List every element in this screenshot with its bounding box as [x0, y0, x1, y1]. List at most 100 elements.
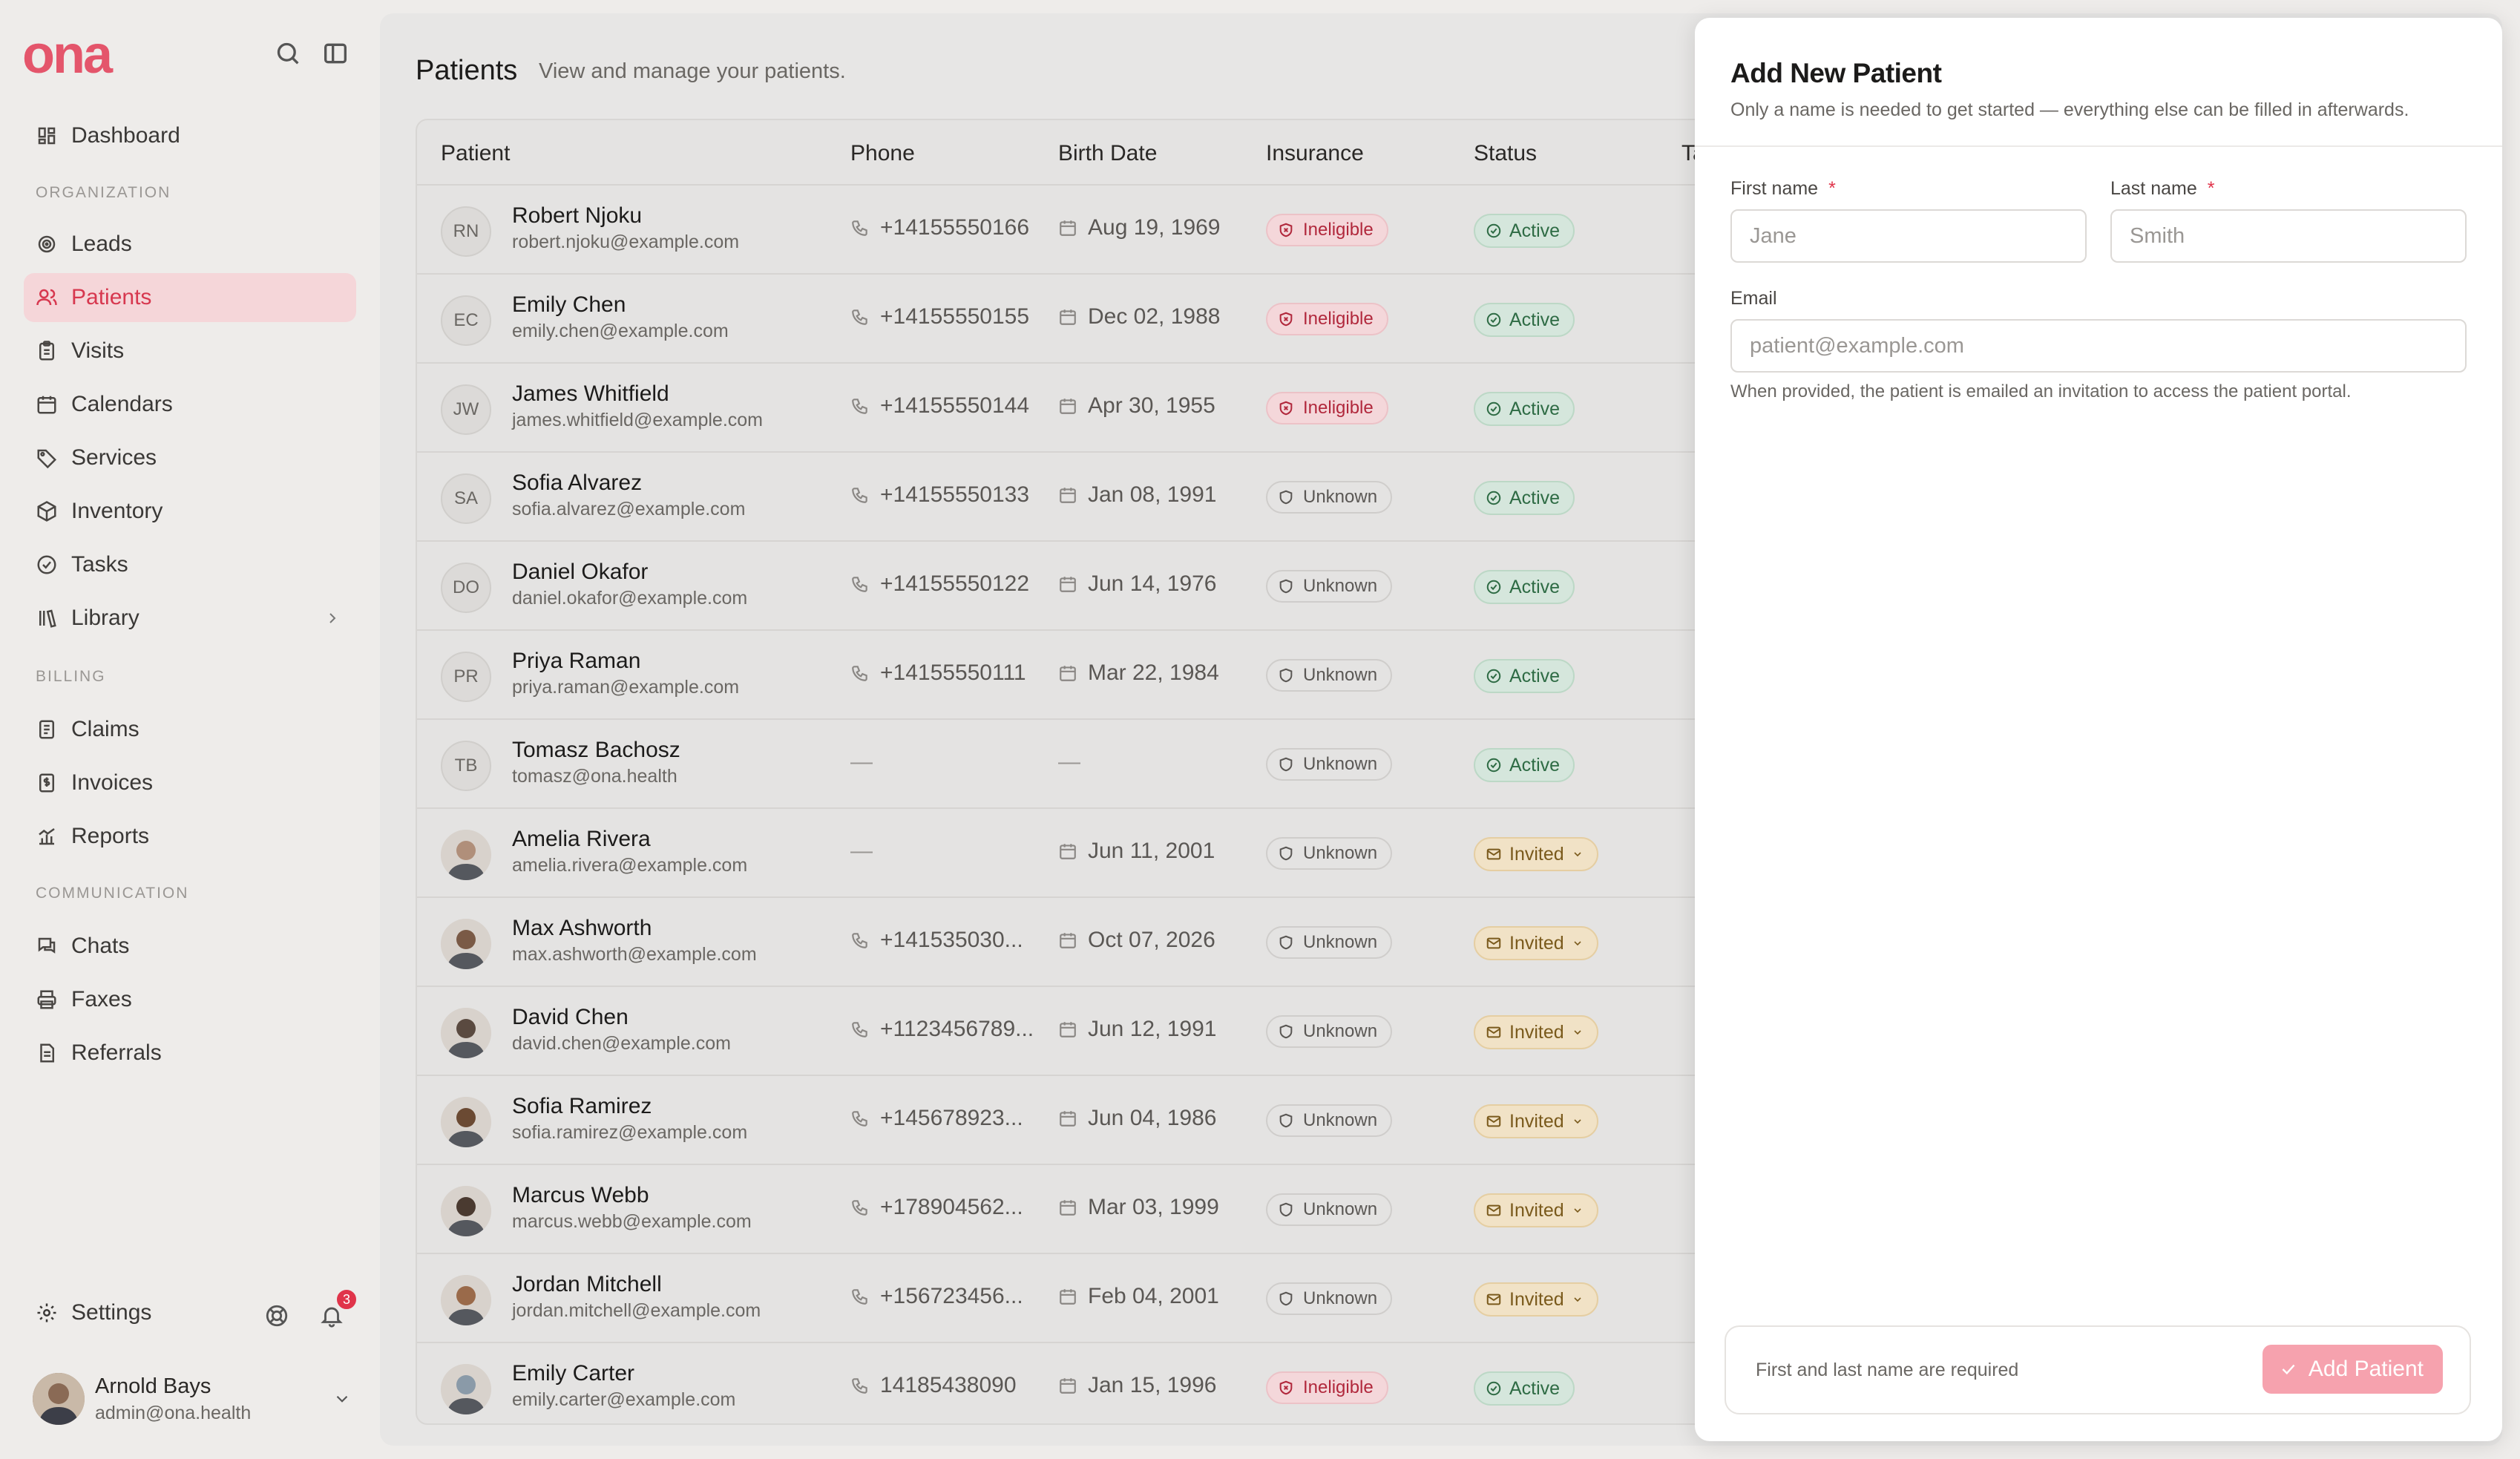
patient-name[interactable]: Marcus Webb [512, 1183, 649, 1207]
status-badge[interactable]: Active [1474, 481, 1575, 515]
app-logo[interactable]: ona [22, 25, 113, 85]
patient-name[interactable]: Daniel Okafor [512, 560, 649, 584]
insurance-badge[interactable]: Unknown [1266, 1104, 1393, 1137]
patient-name[interactable]: Sofia Ramirez [512, 1094, 652, 1118]
phone-cell[interactable]: +145678923... [850, 1106, 1023, 1131]
table-row[interactable]: EC Emily Chen emily.chen@example.com +14155… [417, 275, 2502, 364]
phone-cell[interactable]: +14155550144 [850, 393, 1029, 419]
insurance-badge[interactable]: Ineligible [1266, 303, 1388, 335]
table-row[interactable]: David Chen david.chen@example.com +1123456… [417, 987, 2502, 1076]
status-badge[interactable]: Invited [1474, 1104, 1598, 1138]
sidebar-item-inventory[interactable]: Inventory [24, 487, 356, 536]
bell-icon[interactable] [319, 1303, 344, 1328]
phone-cell[interactable]: +14155550155 [850, 304, 1029, 329]
sidebar-item-invoices[interactable]: Invoices [24, 758, 356, 807]
column-header-phone[interactable]: Phone [850, 141, 915, 165]
insurance-badge[interactable]: Ineligible [1266, 1371, 1388, 1404]
sidebar-item-chats[interactable]: Chats [24, 922, 356, 971]
phone-number: +1123456789... [880, 1017, 1034, 1041]
status-badge[interactable]: Invited [1474, 837, 1598, 871]
status-badge[interactable]: Active [1474, 214, 1575, 248]
table-row[interactable]: TB Tomasz Bachosz tomasz@ona.health — — Unkno… [417, 720, 2502, 809]
sidebar-item-claims[interactable]: Claims [24, 705, 356, 754]
patient-name[interactable]: Jordan Mitchell [512, 1272, 662, 1296]
sidebar-item-patients[interactable]: Patients [24, 273, 356, 322]
insurance-badge[interactable]: Unknown [1266, 481, 1393, 514]
table-row[interactable]: RN Robert Njoku robert.njoku@example.com +1… [417, 186, 2502, 275]
insurance-badge[interactable]: Ineligible [1266, 214, 1388, 246]
patient-name[interactable]: Emily Chen [512, 292, 626, 317]
table-row[interactable]: Amelia Rivera amelia.rivera@example.com — J… [417, 809, 2502, 898]
insurance-badge[interactable]: Ineligible [1266, 392, 1388, 424]
sidebar-item-library[interactable]: Library [24, 594, 356, 643]
patient-name[interactable]: Priya Raman [512, 649, 641, 673]
sidebar-item-referrals[interactable]: Referrals [24, 1029, 356, 1078]
search-icon[interactable] [273, 39, 303, 68]
patient-name[interactable]: Sofia Alvarez [512, 471, 643, 495]
status-badge[interactable]: Active [1474, 392, 1575, 426]
insurance-badge[interactable]: Unknown [1266, 748, 1393, 781]
sidebar-item-services[interactable]: Services [24, 433, 356, 482]
sidebar-item-leads[interactable]: Leads [24, 220, 356, 269]
sidebar-item-tasks[interactable]: Tasks [24, 540, 356, 589]
insurance-badge[interactable]: Unknown [1266, 570, 1393, 603]
status-badge[interactable]: Invited [1474, 926, 1598, 960]
table-row[interactable]: Sofia Ramirez sofia.ramirez@example.com +1… [417, 1076, 2502, 1165]
patient-name[interactable]: Max Ashworth [512, 916, 652, 940]
phone-cell[interactable]: +14155550111 [850, 660, 1026, 686]
table-row[interactable]: Marcus Webb marcus.webb@example.com +17890… [417, 1165, 2502, 1254]
column-header-insurance[interactable]: Insurance [1266, 141, 1364, 165]
patient-name[interactable]: David Chen [512, 1005, 629, 1029]
patient-name[interactable]: Robert Njoku [512, 203, 643, 228]
insurance-badge[interactable]: Unknown [1266, 1193, 1393, 1226]
insurance-badge[interactable]: Unknown [1266, 837, 1393, 870]
first-name-field[interactable]: Jane [1730, 209, 2087, 263]
patient-name[interactable]: Tomasz Bachosz [512, 738, 680, 762]
sidebar-item-dashboard[interactable]: Dashboard [24, 111, 356, 160]
status-badge[interactable]: Active [1474, 659, 1575, 693]
column-header-birth-date[interactable]: Birth Date [1058, 141, 1158, 165]
status-badge[interactable]: Invited [1474, 1282, 1598, 1317]
status-badge[interactable]: Invited [1474, 1015, 1598, 1049]
patient-name[interactable]: Amelia Rivera [512, 827, 651, 851]
table-row[interactable]: SA Sofia Alvarez sofia.alvarez@example.com… [417, 453, 2502, 542]
table-row[interactable]: PR Priya Raman priya.raman@example.com +141… [417, 631, 2502, 720]
column-header-status[interactable]: Status [1474, 141, 1538, 165]
table-row[interactable]: Jordan Mitchell jordan.mitchell@example.c… [417, 1254, 2502, 1343]
status-badge[interactable]: Active [1474, 303, 1575, 337]
user-menu[interactable]: Arnold Bays admin@ona.health [33, 1373, 352, 1426]
last-name-field[interactable]: Smith [2110, 209, 2467, 263]
email-field[interactable]: patient@example.com [1730, 319, 2467, 373]
phone-cell[interactable]: 14185438090 [850, 1373, 1017, 1398]
table-row[interactable]: Emily Carter emily.carter@example.com 1418… [417, 1343, 2502, 1423]
insurance-badge[interactable]: Unknown [1266, 1015, 1393, 1048]
sidebar-toggle-icon[interactable] [321, 39, 350, 68]
phone-cell[interactable]: +14155550122 [850, 571, 1029, 597]
table-row[interactable]: DO Daniel Okafor daniel.okafor@example.com… [417, 542, 2502, 631]
sidebar-item-settings[interactable]: Settings [36, 1300, 151, 1325]
sidebar-item-reports[interactable]: Reports [24, 812, 356, 861]
sidebar-item-calendars[interactable]: Calendars [24, 380, 356, 429]
patient-name[interactable]: Emily Carter [512, 1361, 635, 1386]
phone-cell[interactable]: +1123456789... [850, 1017, 1034, 1042]
insurance-badge[interactable]: Unknown [1266, 926, 1393, 959]
phone-cell[interactable]: +178904562... [850, 1195, 1023, 1220]
status-badge[interactable]: Active [1474, 570, 1575, 604]
table-row[interactable]: JW James Whitfield james.whitfield@example… [417, 364, 2502, 453]
insurance-badge[interactable]: Unknown [1266, 1282, 1393, 1315]
status-badge[interactable]: Active [1474, 1371, 1575, 1406]
insurance-badge[interactable]: Unknown [1266, 659, 1393, 692]
phone-cell[interactable]: +156723456... [850, 1284, 1023, 1309]
status-badge[interactable]: Active [1474, 748, 1575, 782]
phone-cell[interactable]: +14155550166 [850, 215, 1029, 240]
add-patient-button[interactable]: Add Patient [2262, 1345, 2443, 1394]
patient-name[interactable]: James Whitfield [512, 381, 669, 406]
help-icon[interactable] [264, 1303, 289, 1328]
table-row[interactable]: Max Ashworth max.ashworth@example.com +141… [417, 898, 2502, 987]
column-header-patient[interactable]: Patient [441, 141, 511, 165]
status-badge[interactable]: Invited [1474, 1193, 1598, 1227]
sidebar-item-visits[interactable]: Visits [24, 327, 356, 376]
phone-cell[interactable]: +141535030... [850, 928, 1023, 953]
sidebar-item-faxes[interactable]: Faxes [24, 975, 356, 1024]
phone-cell[interactable]: +14155550133 [850, 482, 1029, 508]
